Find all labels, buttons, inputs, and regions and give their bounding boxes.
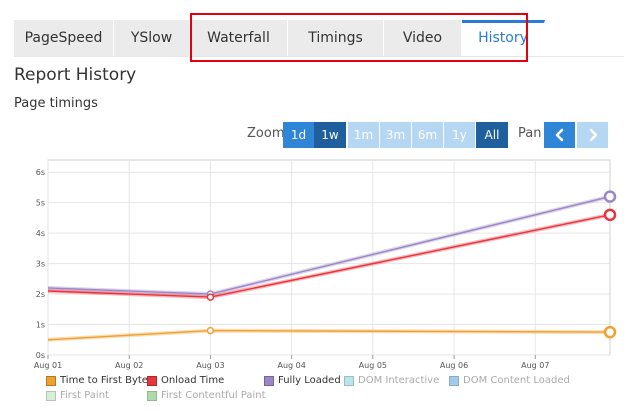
tab-bar: PageSpeed YSlow Waterfall Timings Video Histo… xyxy=(0,0,640,62)
tab-timings[interactable]: Timings xyxy=(288,20,384,56)
y-tick-label: 3s xyxy=(36,260,45,269)
x-tick-label: Aug 06 xyxy=(440,361,468,370)
tab-pagespeed[interactable]: PageSpeed xyxy=(14,20,114,56)
legend-swatch xyxy=(46,375,56,386)
legend-label: DOM Content Loaded xyxy=(463,375,570,386)
tab-yslow[interactable]: YSlow xyxy=(114,20,190,56)
y-tick-label: 6s xyxy=(36,168,45,177)
y-tick-label: 5s xyxy=(36,199,45,208)
tab-history[interactable]: History xyxy=(462,20,545,56)
chevron-right-icon xyxy=(589,128,597,142)
x-tick-label: Aug 01 xyxy=(34,361,62,370)
legend-label: Fully Loaded xyxy=(278,375,341,386)
data-point xyxy=(603,325,617,339)
x-tick-label: Aug 02 xyxy=(115,361,143,370)
y-tick-label: 2s xyxy=(36,290,45,299)
legend-swatch xyxy=(147,375,157,386)
x-tick-label: Aug 04 xyxy=(277,361,305,370)
tab-divider xyxy=(14,56,624,57)
x-tick-label: Aug 05 xyxy=(359,361,387,370)
section-title: Page timings xyxy=(14,96,98,111)
legend-item-dom-interactive[interactable]: DOM Interactive xyxy=(344,375,439,386)
data-point xyxy=(603,190,617,203)
tab-video[interactable]: Video xyxy=(384,20,462,56)
legend-label: First Paint xyxy=(60,390,109,401)
chevron-left-icon xyxy=(555,128,563,142)
page-timings-chart: 0s 1s 2s 3s 4s 5s 6s Aug 01 Aug 02 Aug 03 Aug 04 Au… xyxy=(34,159,617,370)
tab-waterfall[interactable]: Waterfall xyxy=(190,20,288,56)
legend-swatch xyxy=(344,375,354,386)
zoom-1y-button[interactable]: 1y xyxy=(444,122,475,148)
legend-swatch xyxy=(46,390,56,401)
plot-area xyxy=(47,159,611,356)
data-point xyxy=(206,293,215,301)
page-title: Report History xyxy=(14,65,137,85)
zoom-1d-button[interactable]: 1d xyxy=(283,122,314,148)
legend-item-first-contentful-paint[interactable]: First Contentful Paint xyxy=(147,390,266,401)
tabs: PageSpeed YSlow Waterfall Timings Video Histo… xyxy=(14,20,545,56)
zoom-1w-button[interactable]: 1w xyxy=(314,122,346,148)
legend-swatch xyxy=(264,375,274,386)
data-point xyxy=(206,326,215,335)
y-tick-label: 1s xyxy=(36,321,45,330)
legend-swatch xyxy=(147,390,157,401)
legend-swatch xyxy=(449,375,459,386)
legend-label: Onload Time xyxy=(161,375,225,386)
legend-label: Time to First Byte xyxy=(60,375,148,386)
legend-item-time-to-first-byte[interactable]: Time to First Byte xyxy=(46,375,148,386)
zoom-6m-button[interactable]: 6m xyxy=(412,122,443,148)
pan-right-button[interactable] xyxy=(577,122,608,148)
data-point xyxy=(603,208,617,222)
zoom-all-button[interactable]: All xyxy=(476,122,508,148)
y-tick-label: 4s xyxy=(36,229,45,238)
x-tick-label: Aug 03 xyxy=(196,361,224,370)
zoom-1m-button[interactable]: 1m xyxy=(348,122,379,148)
zoom-label: Zoom xyxy=(247,126,285,141)
pan-left-button[interactable] xyxy=(544,122,575,148)
zoom-3m-button[interactable]: 3m xyxy=(380,122,411,148)
legend-item-dom-content-loaded[interactable]: DOM Content Loaded xyxy=(449,375,570,386)
legend-item-fully-loaded[interactable]: Fully Loaded xyxy=(264,375,341,386)
legend-item-onload-time[interactable]: Onload Time xyxy=(147,375,224,386)
y-tick-label: 0s xyxy=(36,351,45,360)
legend-label: First Contentful Paint xyxy=(161,390,266,401)
pan-label: Pan xyxy=(518,126,542,141)
legend-label: DOM Interactive xyxy=(358,375,440,386)
legend-item-first-paint[interactable]: First Paint xyxy=(46,390,109,401)
x-tick-label: Aug 07 xyxy=(521,361,549,370)
highlight-box xyxy=(190,13,528,62)
